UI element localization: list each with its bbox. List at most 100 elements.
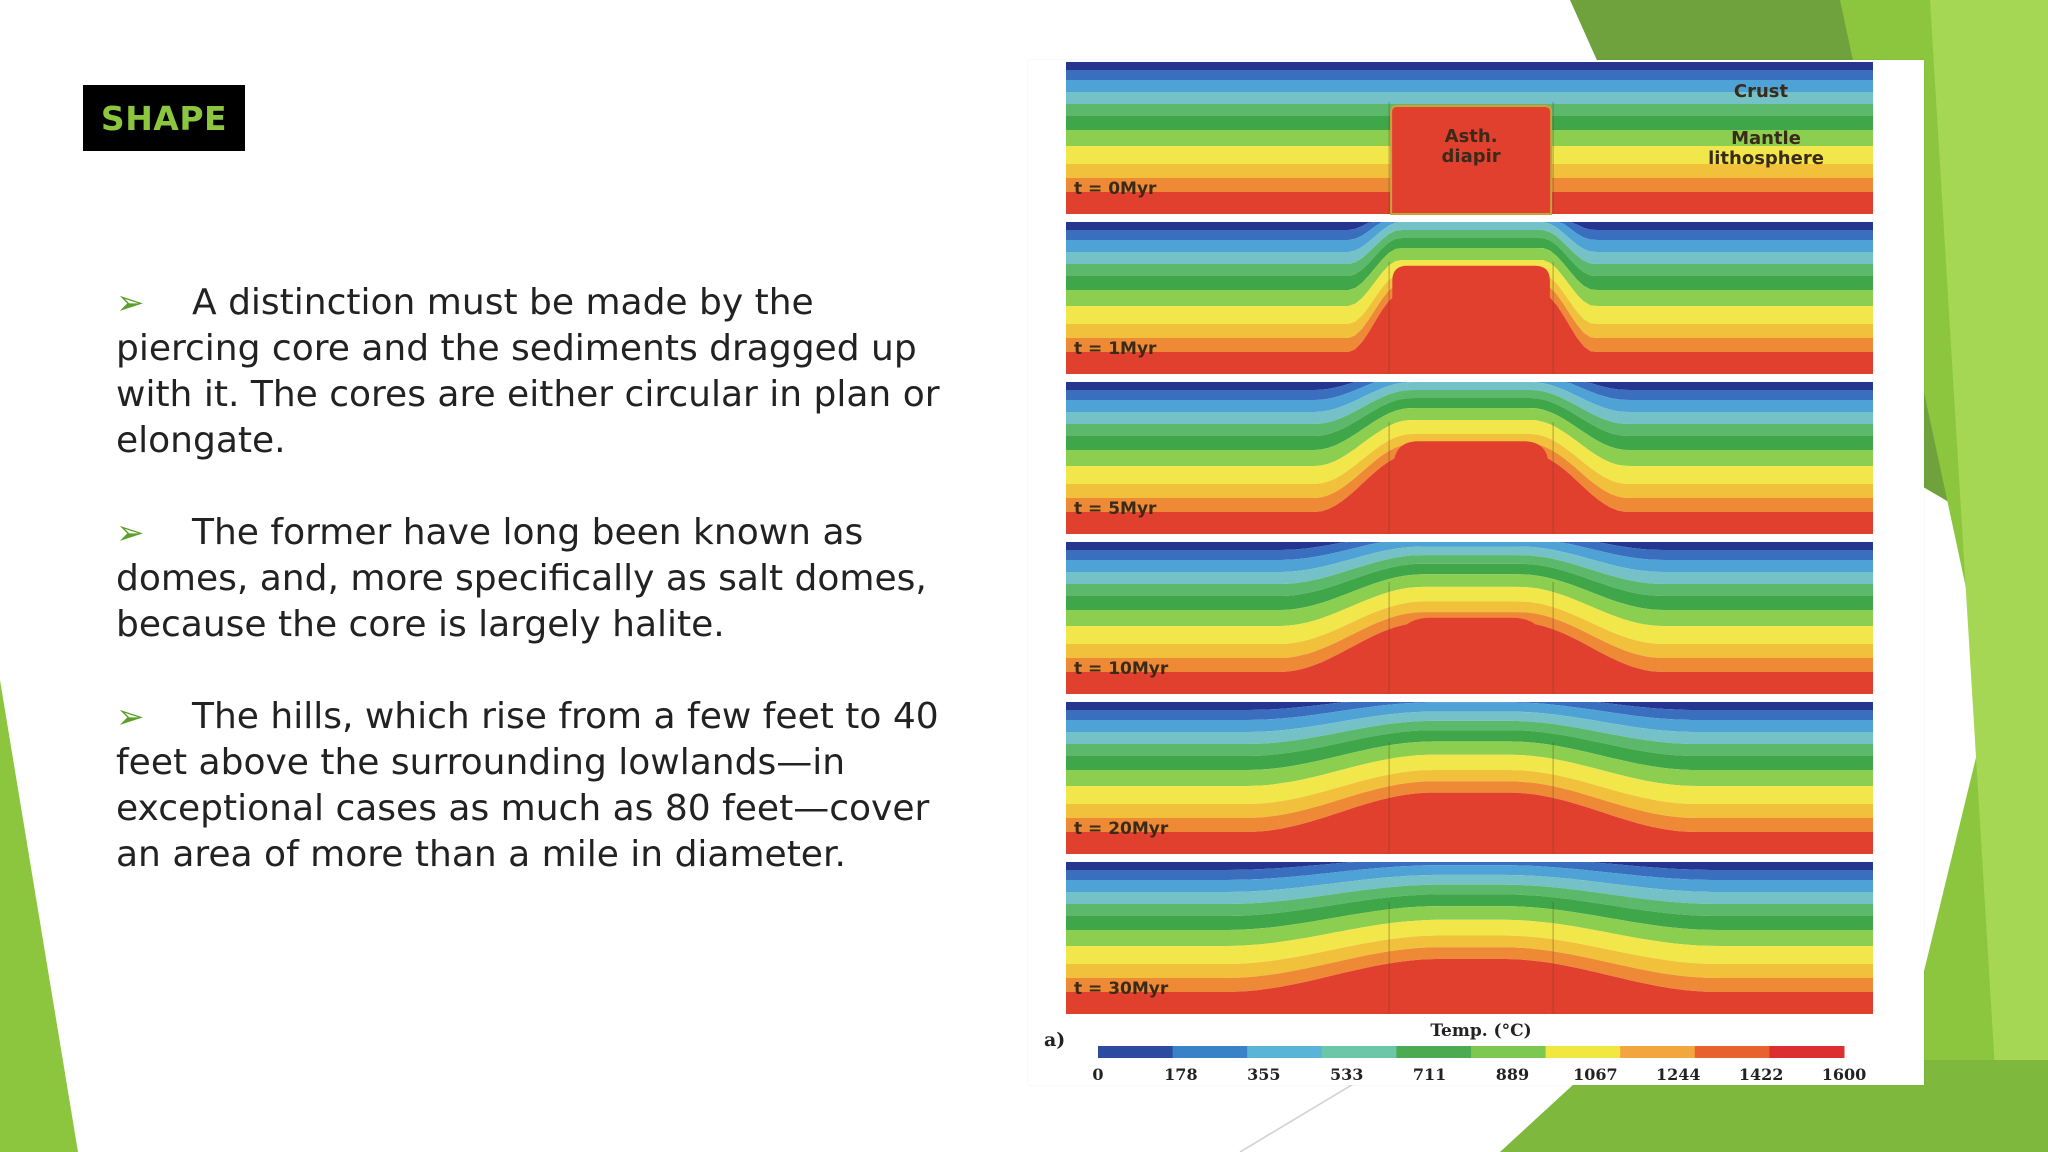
time-label: t = 5Myr	[1074, 499, 1157, 519]
diapir-diagram: t = 0Myr t = 1Myr t = 5Myr t = 10Myr t = 20M…	[1044, 62, 1873, 1084]
temperature-layer	[1066, 770, 1873, 818]
colorbar-segment	[1247, 1046, 1323, 1058]
diapir-figure: t = 0Myr t = 1Myr t = 5Myr t = 10Myr t = 20M…	[1028, 60, 1924, 1085]
temperature-layer	[1066, 222, 1873, 252]
temperature-layer	[1066, 542, 1873, 560]
time-label: t = 30Myr	[1074, 979, 1169, 999]
colorbar-segment	[1471, 1046, 1547, 1058]
time-label: t = 10Myr	[1074, 659, 1169, 679]
colorbar-segment	[1396, 1046, 1472, 1058]
colorbar-tick-label: 178	[1164, 1065, 1197, 1084]
temperature-layer	[1066, 574, 1873, 626]
bullet-text: A distinction must be made by the pierci…	[116, 282, 940, 461]
crust-label: Crust	[1734, 81, 1789, 102]
diapir-label: Asth.	[1445, 126, 1498, 147]
temperature-layer	[1066, 894, 1873, 930]
temperature-layer	[1066, 702, 1873, 732]
temperature-layer	[1066, 382, 1873, 390]
colorbar-segment	[1694, 1046, 1770, 1058]
colorbar-segment	[1769, 1046, 1845, 1058]
diapir-core	[1392, 265, 1550, 374]
temperature-layer	[1066, 702, 1873, 720]
temperature-layer	[1066, 238, 1873, 290]
colorbar-title: Temp. (°C)	[1430, 1021, 1531, 1041]
temperature-layer	[1066, 935, 1873, 978]
green-corner-shape-right-light	[1930, 0, 2048, 1152]
temperature-layer	[1066, 711, 1873, 744]
bullet-list: ➢ A distinction must be made by the pierc…	[116, 280, 946, 924]
temperature-layer	[1066, 542, 1873, 572]
diapir-core	[1395, 617, 1548, 694]
diapir-core	[1390, 105, 1553, 215]
temperature-layer	[1066, 546, 1873, 584]
temperature-layer	[1066, 702, 1873, 710]
bullet-text: The former have long been known as domes…	[116, 512, 927, 645]
mantle-label: lithosphere	[1708, 148, 1824, 169]
time-step-panel: t = 20Myr	[1066, 702, 1873, 854]
temperature-layer	[1066, 906, 1873, 946]
colorbar-tick-label: 889	[1496, 1065, 1529, 1084]
bullet-item: ➢ The hills, which rise from a few feet t…	[116, 694, 946, 878]
temperature-layer	[1066, 919, 1873, 964]
diapir-core	[1397, 963, 1545, 1017]
colorbar-tick-label: 1600	[1822, 1065, 1867, 1084]
colorbar-segment	[1172, 1046, 1248, 1058]
colorbar-tick-label: 711	[1413, 1065, 1446, 1084]
temperature-layer	[1066, 720, 1873, 756]
colorbar-segment	[1620, 1046, 1696, 1058]
slide-title: SHAPE	[100, 98, 228, 138]
colorbar-tick-label: 1244	[1656, 1065, 1701, 1084]
temperature-layer	[1066, 781, 1873, 832]
time-label: t = 0Myr	[1074, 179, 1157, 199]
temperature-layer	[1066, 62, 1873, 70]
time-step-panel: t = 1Myr	[1066, 222, 1873, 374]
temperature-layer	[1066, 874, 1873, 904]
temperature-layer	[1066, 222, 1873, 240]
arrowhead-icon: ➢	[116, 697, 145, 737]
temperature-layer	[1066, 586, 1873, 644]
temperature-layer	[1066, 274, 1873, 338]
decorative-line	[1239, 1079, 1361, 1152]
temperature-layer	[1066, 542, 1873, 550]
temperature-layer	[1066, 398, 1873, 450]
time-step-panel: t = 5Myr	[1066, 382, 1873, 534]
temperature-layer	[1066, 434, 1873, 498]
temperature-layer	[1066, 444, 1873, 512]
temperature-layer	[1066, 80, 1873, 92]
temperature-layer	[1066, 248, 1873, 306]
bullet-item: ➢ The former have long been known as dome…	[116, 510, 946, 648]
temperature-layer	[1066, 862, 1873, 880]
colorbar-segment	[1098, 1046, 1174, 1058]
temperature-layer	[1066, 884, 1873, 916]
temperature-layer	[1066, 862, 1873, 870]
colorbar-tick-label: 533	[1330, 1065, 1363, 1084]
colorbar-tick-label: 355	[1247, 1065, 1280, 1084]
bullet-item: ➢ A distinction must be made by the pierc…	[116, 280, 946, 464]
arrowhead-icon: ➢	[116, 283, 145, 323]
temperature-layer	[1066, 563, 1873, 610]
temperature-layer	[1066, 420, 1873, 484]
bullet-text: The hills, which rise from a few feet to…	[116, 696, 939, 875]
diapir-label: diapir	[1442, 146, 1501, 167]
panel-label: a)	[1044, 1029, 1065, 1051]
title-box: SHAPE	[83, 85, 245, 151]
time-step-panel: t = 30Myr	[1066, 862, 1873, 1017]
temperature-layer	[1066, 222, 1873, 264]
temperature-layer	[1066, 70, 1873, 80]
temperature-layer	[1066, 390, 1873, 436]
time-step-panel: t = 10Myr	[1066, 542, 1873, 694]
diapir-core	[1393, 441, 1549, 534]
temperature-layer	[1066, 754, 1873, 804]
arrowhead-icon: ➢	[116, 513, 145, 553]
temperature-layer	[1066, 612, 1873, 672]
green-corner-shape-left	[0, 680, 78, 1152]
colorbar-tick-label: 0	[1092, 1065, 1103, 1084]
temperature-layer	[1066, 601, 1873, 658]
temperature-layer	[1066, 382, 1873, 424]
temperature-layer	[1066, 260, 1873, 324]
mantle-label: Mantle	[1731, 128, 1801, 149]
temperature-layer	[1066, 730, 1873, 770]
temperature-layer	[1066, 947, 1873, 992]
temperature-layer	[1066, 865, 1873, 892]
time-label: t = 20Myr	[1074, 819, 1169, 839]
